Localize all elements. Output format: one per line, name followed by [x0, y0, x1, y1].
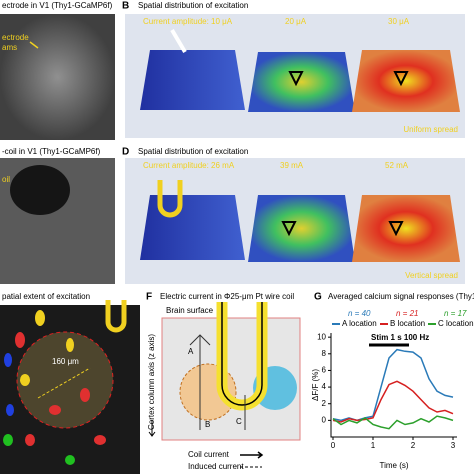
- legend-arrow: [240, 451, 264, 459]
- coil-wire: [221, 302, 263, 406]
- panel-title: Spatial distribution of excitation: [138, 147, 248, 156]
- site-label: A: [188, 347, 194, 356]
- y-tick-label: 2: [322, 399, 327, 408]
- image-label: ams: [2, 43, 17, 52]
- image-a: [0, 14, 115, 140]
- marker: [388, 221, 404, 237]
- panel-letter: B: [122, 1, 129, 12]
- panel-title: Electric current in Φ25-μm Pt wire coil: [160, 292, 294, 301]
- panel-title: patial extent of excitation: [2, 292, 90, 301]
- surface-label: Brain surface: [166, 306, 214, 315]
- marker: [393, 71, 409, 87]
- n-label: n = 21: [396, 309, 418, 318]
- amplitude: Current amplitude: 26 mA: [143, 161, 235, 170]
- y-tick-label: 6: [322, 366, 327, 375]
- n-label: n = 40: [348, 309, 371, 318]
- series-line: [332, 415, 454, 430]
- series-line: [332, 348, 454, 422]
- legend-label: C location: [438, 319, 474, 328]
- marker: [281, 221, 297, 237]
- legend-label: B location: [390, 319, 425, 328]
- heatmap: [140, 195, 245, 260]
- legend-label: Coil current: [188, 450, 230, 459]
- panel-title: -coil in V1 (Thy1-GCaMP6f): [2, 147, 101, 156]
- panel-title: ectrode in V1 (Thy1-GCaMP6f): [2, 1, 113, 10]
- axis-label: Cortex column axis (z axis): [147, 334, 156, 430]
- arrow: [29, 41, 39, 49]
- panel-title: Averaged calcium signal responses (Thy1-: [328, 292, 474, 301]
- shadow: [10, 165, 70, 215]
- electrode: [170, 28, 187, 54]
- series-line: [332, 380, 454, 423]
- y-tick-label: 10: [317, 332, 326, 341]
- x-tick-label: 1: [371, 441, 376, 450]
- site-label: B: [205, 420, 210, 429]
- neurons: [189, 334, 246, 430]
- n-label: n = 17: [444, 309, 467, 318]
- amplitude: Current amplitude: 10 μA: [143, 17, 233, 26]
- image-label: ectrode: [2, 33, 29, 42]
- x-tick-label: 2: [411, 441, 416, 450]
- scale-label: 160 μm: [52, 357, 79, 366]
- heatmap: [248, 195, 355, 262]
- legend-label: A location: [342, 319, 377, 328]
- cells: [15, 332, 106, 446]
- panel-letter: G: [314, 292, 322, 303]
- y-tick-label: 8: [322, 349, 327, 358]
- note: Vertical spread: [405, 271, 458, 280]
- panel-letter: F: [146, 292, 152, 303]
- legend-label: Induced current: [188, 462, 244, 471]
- heatmap: [352, 50, 460, 112]
- amplitude: 30 μA: [388, 17, 410, 26]
- marker: [288, 71, 304, 87]
- chart: 0 2 4 6 8 10 0 1 2 3 Stim 1 s 100 Hz n = 40A locati…: [317, 309, 473, 450]
- coil: [157, 180, 183, 218]
- heatmap: [352, 195, 460, 262]
- image-label: oil: [2, 175, 10, 184]
- heatmap: [140, 50, 245, 110]
- note: Uniform spread: [403, 125, 458, 134]
- heatmap: [248, 52, 355, 112]
- extent: [16, 331, 114, 429]
- coil: [105, 300, 127, 333]
- amplitude: 20 μA: [285, 17, 307, 26]
- amplitude: 52 mA: [385, 161, 409, 170]
- amplitude: 39 mA: [280, 161, 304, 170]
- x-axis-label: Time (s): [379, 461, 408, 470]
- distance: [37, 367, 91, 399]
- axes: [330, 333, 457, 438]
- x-tick-label: 3: [451, 441, 456, 450]
- panel-title: Spatial distribution of excitation: [138, 1, 248, 10]
- panel-letter: D: [122, 147, 129, 158]
- y-axis-label: ΔF/F (%): [311, 369, 320, 401]
- x-tick-label: 0: [331, 441, 336, 450]
- y-tick-label: 0: [322, 415, 327, 424]
- stim-label: Stim 1 s 100 Hz: [371, 333, 429, 342]
- site-label: C: [236, 417, 242, 426]
- arrow: [148, 420, 156, 437]
- y-tick-label: 4: [322, 382, 327, 391]
